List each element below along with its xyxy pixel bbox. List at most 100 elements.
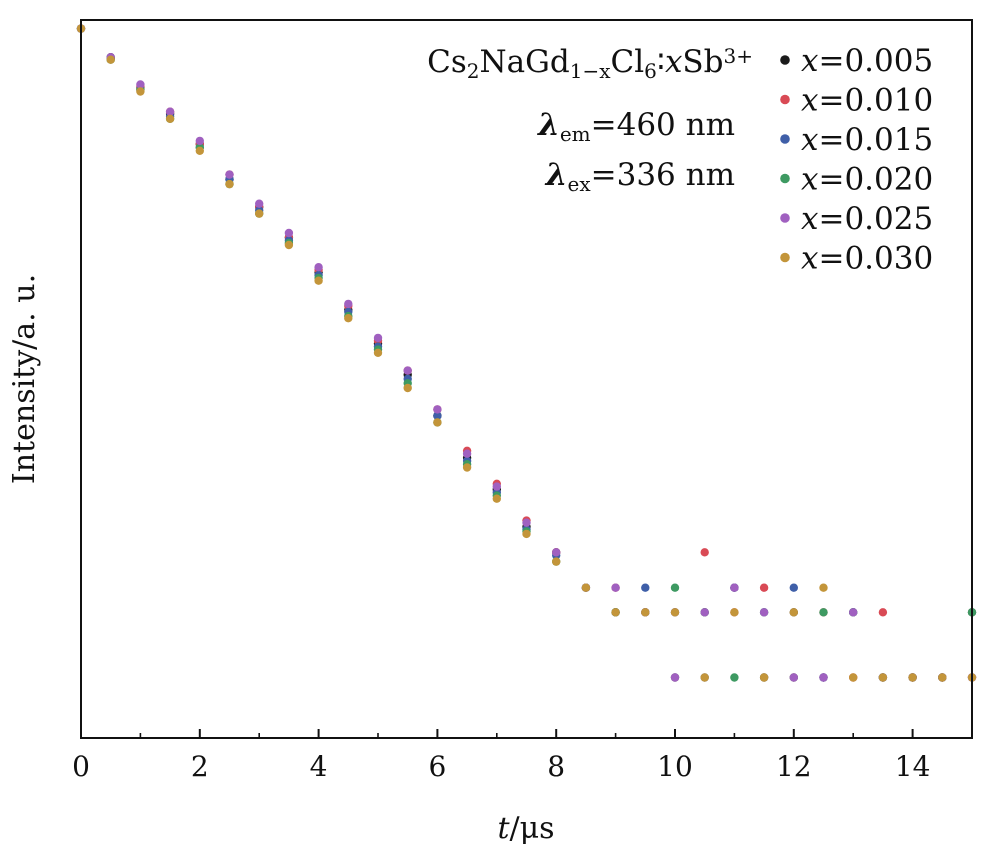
legend-item: x=0.020 xyxy=(780,162,933,198)
legend: x=0.005x=0.010x=0.015x=0.020x=0.025x=0.0… xyxy=(780,43,933,277)
legend-label-variable: x xyxy=(801,201,819,237)
data-point xyxy=(136,87,145,96)
x-axis: 0 2 4 6 8 10 12 14 xyxy=(72,729,930,783)
data-point xyxy=(759,673,769,682)
legend-label: x=0.030 xyxy=(801,241,933,277)
legend-label-value: =0.025 xyxy=(818,201,933,237)
data-point xyxy=(284,228,294,238)
x-axis-title: t/μs xyxy=(497,811,554,846)
data-point xyxy=(165,107,175,116)
legend-label-value: =0.020 xyxy=(818,162,933,198)
data-point xyxy=(255,209,264,218)
annotation-lambda-em-part: λ xyxy=(536,107,560,143)
legend-label-variable: x xyxy=(801,43,819,79)
data-point xyxy=(759,583,769,592)
data-point xyxy=(878,608,888,617)
annotation-formula-part: 1−x xyxy=(570,59,611,83)
legend-label: x=0.010 xyxy=(801,83,933,119)
data-point xyxy=(433,411,442,420)
legend-label-value: =0.005 xyxy=(818,43,933,79)
legend-label: x=0.020 xyxy=(801,162,933,198)
data-point xyxy=(552,557,561,566)
legend-label-variable: x xyxy=(801,162,819,198)
annotation-formula-part: ∶ xyxy=(657,44,665,80)
legend-marker xyxy=(780,213,790,223)
data-point xyxy=(522,529,531,539)
legend-label: x=0.025 xyxy=(801,201,933,237)
data-point xyxy=(403,366,412,375)
annotation-formula-part: 2 xyxy=(467,59,480,83)
data-point xyxy=(730,608,739,617)
data-point xyxy=(581,583,591,592)
data-point xyxy=(225,170,234,179)
x-tick-label: 4 xyxy=(310,750,328,783)
data-point xyxy=(849,673,858,682)
annotation-formula-part: Sb xyxy=(682,44,723,80)
legend-item: x=0.015 xyxy=(780,122,933,158)
annotation-formula-part: NaGd xyxy=(480,44,570,80)
data-point xyxy=(789,608,798,617)
data-point xyxy=(611,608,620,617)
data-point xyxy=(492,482,501,491)
data-point xyxy=(670,583,680,592)
data-point xyxy=(789,673,798,682)
annotation-formula: Cs2NaGd1−xCl6∶xSb3+ xyxy=(427,44,753,83)
legend-item: x=0.010 xyxy=(780,83,933,119)
legend-marker xyxy=(780,252,790,263)
data-point xyxy=(700,673,709,682)
data-points xyxy=(76,24,977,682)
data-point xyxy=(314,263,323,272)
data-point xyxy=(849,608,858,617)
data-point xyxy=(641,583,650,592)
annotation-lambda-ex-part: ex xyxy=(568,172,592,196)
x-tick-label: 6 xyxy=(428,750,446,783)
legend-label: x=0.015 xyxy=(801,122,933,158)
data-point xyxy=(730,583,739,592)
data-point xyxy=(670,608,680,617)
data-point xyxy=(700,608,709,617)
data-point xyxy=(462,449,472,458)
data-point xyxy=(433,418,442,427)
legend-label-value: =0.010 xyxy=(818,83,933,119)
annotation-lambda-em: λem=460 nm xyxy=(536,107,735,146)
legend-label-variable: x xyxy=(801,83,819,119)
annotation-lambda-ex-part: =336 nm xyxy=(591,157,735,193)
data-point xyxy=(136,80,145,89)
data-point xyxy=(819,608,828,617)
data-point xyxy=(225,179,234,189)
legend-label-variable: x xyxy=(801,241,819,277)
x-tick-label: 10 xyxy=(657,750,693,783)
data-point xyxy=(373,333,383,343)
x-tick-label: 14 xyxy=(895,750,931,783)
series-x=0.030 xyxy=(76,24,977,682)
data-point xyxy=(759,608,769,617)
legend-marker xyxy=(780,55,790,65)
data-point xyxy=(819,583,828,592)
legend-item: x=0.030 xyxy=(780,241,933,277)
legend-label-value: =0.015 xyxy=(818,122,933,158)
data-point xyxy=(670,673,680,682)
plot-frame xyxy=(80,19,973,739)
annotation-lambda-ex: λex=336 nm xyxy=(544,157,735,196)
data-point xyxy=(492,494,501,503)
data-point xyxy=(433,405,442,414)
data-point xyxy=(908,673,917,682)
data-point xyxy=(789,583,798,592)
data-point xyxy=(462,463,472,472)
data-point xyxy=(284,240,294,250)
data-point xyxy=(730,673,739,682)
annotation-formula-part: x xyxy=(665,44,683,80)
data-point xyxy=(403,383,412,393)
data-point xyxy=(165,114,175,124)
legend-item: x=0.005 xyxy=(780,43,933,79)
data-point xyxy=(700,548,709,557)
data-point xyxy=(344,299,353,309)
data-point xyxy=(195,136,204,146)
legend-marker xyxy=(780,134,790,144)
data-point xyxy=(878,673,888,682)
annotation-formula-part: Cl xyxy=(610,44,644,80)
legend-label-variable: x xyxy=(801,122,819,158)
legend-marker xyxy=(780,94,790,105)
